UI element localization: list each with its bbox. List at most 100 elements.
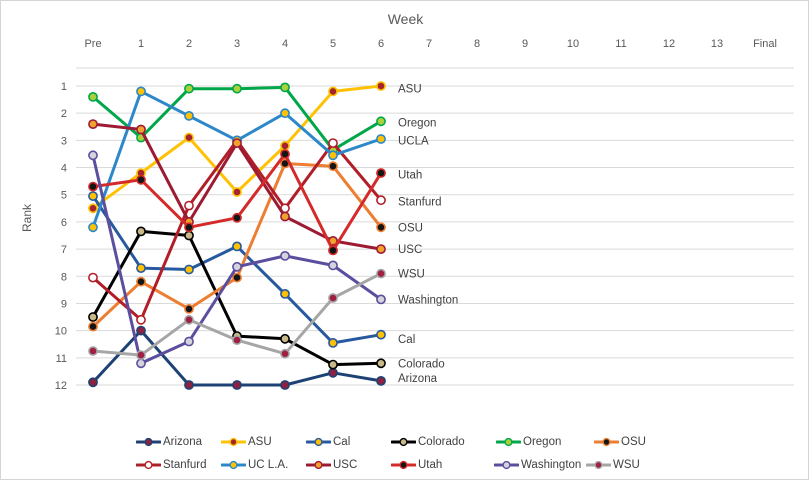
x-tick-pre: Pre (84, 38, 101, 50)
point-utah-5 (328, 245, 338, 256)
end-label-asu: ASU (398, 84, 422, 96)
point-arizona-pre (88, 377, 98, 388)
end-label-ucla: UCLA (398, 135, 429, 147)
point-arizona-3 (232, 380, 242, 390)
legend-marker-uc-l-a (221, 460, 246, 470)
legend-item-washington[interactable]: Washington (494, 458, 581, 472)
point-cal-5 (328, 337, 338, 348)
legend-item-stanfurd[interactable]: Stanfurd (136, 458, 206, 472)
point-wsu-5 (328, 293, 338, 303)
legend-label-utah: Utah (418, 459, 443, 471)
legend-label-osu: OSU (621, 436, 646, 448)
point-cal-4 (280, 288, 290, 299)
point-stanfurd-2 (184, 200, 194, 211)
point-arizona-4 (280, 380, 290, 390)
x-tick-final: Final (753, 38, 777, 50)
point-asu-6 (376, 81, 386, 91)
point-stanfurd-6 (376, 195, 386, 206)
point-colorado-4 (280, 333, 290, 344)
point-washington-5 (328, 260, 338, 271)
point-utah-1 (136, 174, 146, 185)
point-cal-6 (376, 329, 386, 340)
x-tick-12: 12 (663, 38, 675, 50)
point-washington-6 (376, 294, 386, 305)
y-tick-6: 6 (61, 217, 67, 229)
y-tick-3: 3 (61, 135, 67, 147)
point-uc-l-a-5 (328, 150, 338, 161)
legend-marker-utah (391, 460, 416, 470)
point-wsu-1 (136, 350, 146, 360)
point-osu-pre (88, 321, 98, 332)
legend-item-wsu[interactable]: WSU (586, 458, 640, 472)
point-usc-6 (376, 244, 386, 254)
y-tick-5: 5 (61, 190, 67, 202)
point-stanfurd-5 (328, 138, 338, 148)
point-utah-3 (232, 212, 242, 223)
point-uc-l-a-2 (184, 111, 194, 121)
legend-item-cal[interactable]: Cal (306, 435, 350, 449)
point-wsu-pre (88, 346, 98, 356)
legend-label-oregon: Oregon (523, 436, 562, 448)
point-colorado-pre (88, 312, 98, 322)
point-oregon-pre (88, 92, 98, 102)
point-asu-3 (232, 187, 242, 197)
legend-item-utah[interactable]: Utah (391, 458, 442, 472)
point-utah-6 (376, 168, 386, 178)
point-washington-2 (184, 336, 194, 347)
point-usc-1 (136, 124, 146, 135)
legend-marker-stanfurd (136, 460, 161, 470)
y-tick-8: 8 (61, 271, 67, 283)
end-label-wsu: WSU (398, 269, 425, 281)
point-osu-1 (136, 276, 146, 287)
legend-item-oregon[interactable]: Oregon (496, 435, 561, 449)
point-usc-4 (280, 211, 290, 222)
y-tick-12: 12 (55, 380, 67, 392)
legend-label-asu: ASU (248, 436, 272, 448)
point-wsu-4 (280, 348, 290, 359)
legend-item-arizona[interactable]: Arizona (136, 435, 202, 449)
point-arizona-1 (136, 325, 146, 336)
x-tick-13: 13 (711, 38, 723, 50)
end-label-stanfurd: Stanfurd (398, 197, 441, 209)
point-oregon-2 (184, 83, 194, 94)
point-uc-l-a-pre (88, 222, 98, 233)
y-tick-1: 1 (61, 81, 67, 93)
y-axis-title: Rank (20, 203, 34, 232)
legend-item-uc-l-a[interactable]: UC L.A. (221, 458, 288, 472)
point-wsu-2 (184, 314, 194, 325)
point-oregon-6 (376, 116, 386, 127)
legend-item-usc[interactable]: USC (306, 458, 357, 472)
point-arizona-5 (328, 367, 338, 378)
legend-label-usc: USC (333, 459, 358, 471)
legend-marker-asu (221, 437, 246, 447)
legend-label-colorado: Colorado (418, 436, 465, 448)
y-tick-11: 11 (56, 353, 67, 365)
legend-label-arizona: Arizona (163, 436, 202, 448)
legend-label-wsu: WSU (613, 459, 640, 471)
x-tick-2: 2 (186, 38, 192, 50)
point-cal-3 (232, 241, 242, 252)
series-line-utah[interactable] (91, 152, 383, 252)
point-washington-4 (280, 250, 290, 261)
legend-marker-usc (306, 460, 331, 470)
legend-label-cal: Cal (333, 436, 351, 448)
series-line-uc-l-a[interactable] (91, 89, 383, 229)
point-wsu-3 (232, 335, 242, 345)
legend-item-osu[interactable]: OSU (594, 435, 646, 449)
x-tick-5: 5 (330, 38, 336, 50)
legend-label-washington: Washington (521, 459, 582, 471)
y-tick-4: 4 (61, 163, 67, 175)
point-osu-2 (184, 303, 194, 314)
end-label-oregon: Oregon (398, 118, 436, 130)
legend-marker-arizona (136, 437, 161, 447)
x-tick-9: 9 (522, 38, 528, 50)
legend-item-colorado[interactable]: Colorado (391, 435, 465, 449)
legend-item-asu[interactable]: ASU (221, 435, 272, 449)
end-label-washington: Washington (398, 294, 458, 306)
point-wsu-6 (376, 268, 386, 279)
x-tick-8: 8 (474, 38, 480, 50)
legend-label-stanfurd: Stanfurd (163, 459, 207, 471)
